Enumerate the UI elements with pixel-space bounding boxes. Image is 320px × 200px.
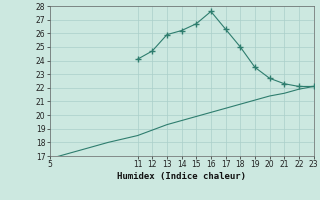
X-axis label: Humidex (Indice chaleur): Humidex (Indice chaleur) [117,172,246,181]
